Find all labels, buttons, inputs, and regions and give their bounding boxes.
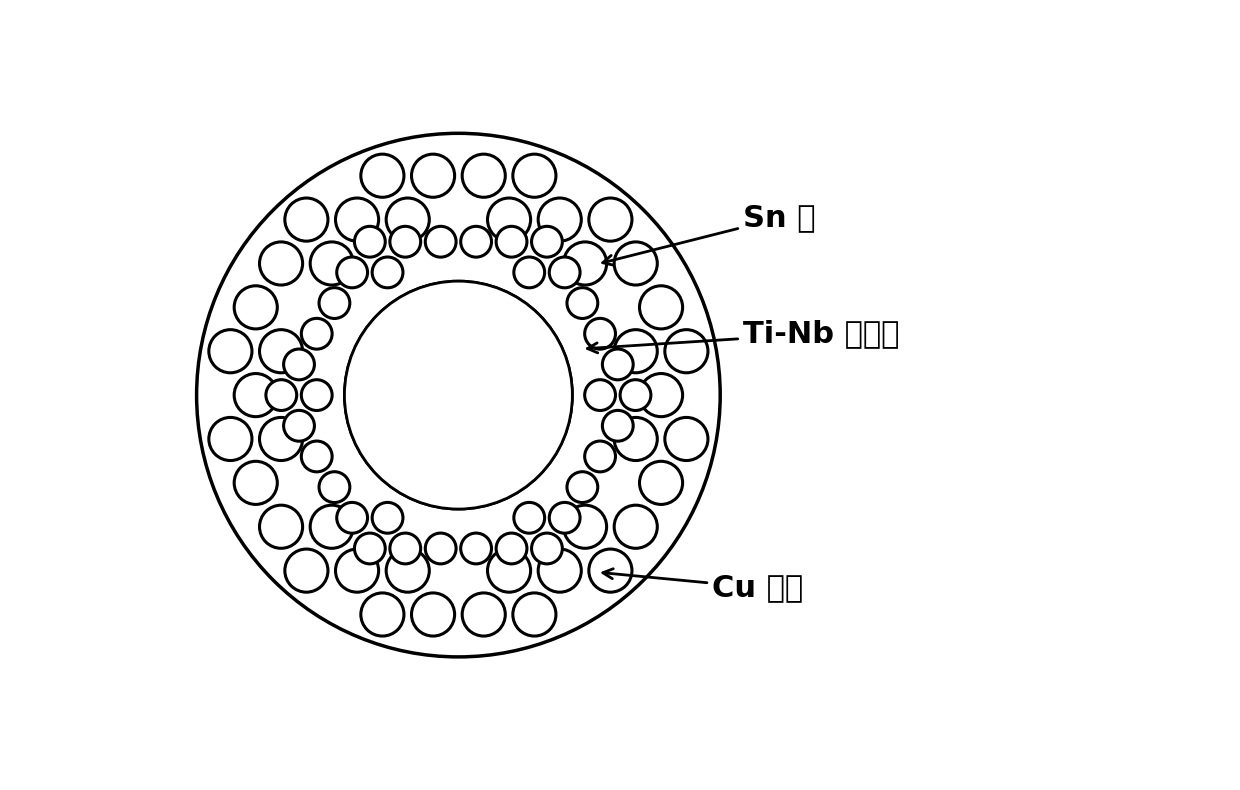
- Circle shape: [640, 374, 683, 416]
- Circle shape: [567, 472, 598, 502]
- Circle shape: [345, 281, 573, 509]
- Circle shape: [585, 441, 615, 472]
- Circle shape: [567, 288, 598, 318]
- Circle shape: [614, 505, 657, 548]
- Circle shape: [234, 374, 278, 416]
- Circle shape: [337, 257, 367, 288]
- Circle shape: [538, 549, 582, 592]
- Circle shape: [361, 154, 404, 198]
- Circle shape: [640, 461, 683, 505]
- Circle shape: [337, 502, 367, 533]
- Circle shape: [319, 472, 350, 502]
- Circle shape: [234, 461, 278, 505]
- Circle shape: [563, 242, 606, 285]
- Text: Cu 基体: Cu 基体: [603, 569, 804, 602]
- Circle shape: [532, 226, 563, 257]
- Circle shape: [487, 549, 531, 592]
- Circle shape: [603, 349, 634, 380]
- Circle shape: [259, 329, 303, 373]
- Circle shape: [496, 226, 527, 257]
- Circle shape: [614, 242, 657, 285]
- Text: Sn 棒: Sn 棒: [603, 204, 816, 265]
- Circle shape: [336, 549, 378, 592]
- Circle shape: [372, 257, 403, 288]
- Circle shape: [361, 593, 404, 636]
- Circle shape: [310, 505, 353, 548]
- Circle shape: [589, 549, 632, 592]
- Circle shape: [549, 502, 580, 533]
- Circle shape: [336, 198, 378, 241]
- Circle shape: [463, 154, 505, 198]
- Circle shape: [463, 593, 505, 636]
- Circle shape: [513, 502, 544, 533]
- Circle shape: [614, 329, 657, 373]
- Circle shape: [319, 288, 350, 318]
- Circle shape: [355, 226, 386, 257]
- Circle shape: [372, 502, 403, 533]
- Circle shape: [412, 154, 455, 198]
- Circle shape: [345, 281, 573, 509]
- Circle shape: [603, 410, 634, 441]
- Circle shape: [259, 242, 303, 285]
- Circle shape: [301, 318, 332, 349]
- Circle shape: [285, 198, 327, 241]
- Circle shape: [614, 417, 657, 461]
- Circle shape: [425, 533, 456, 564]
- Circle shape: [425, 226, 456, 257]
- Circle shape: [513, 154, 556, 198]
- Circle shape: [310, 242, 353, 285]
- Circle shape: [665, 417, 708, 461]
- Circle shape: [259, 505, 303, 548]
- Circle shape: [285, 549, 327, 592]
- Circle shape: [259, 417, 303, 461]
- Circle shape: [532, 533, 563, 564]
- Circle shape: [355, 533, 386, 564]
- Circle shape: [412, 593, 455, 636]
- Circle shape: [301, 380, 332, 411]
- Circle shape: [563, 505, 606, 548]
- Circle shape: [538, 198, 582, 241]
- Circle shape: [620, 380, 651, 411]
- Circle shape: [549, 257, 580, 288]
- Circle shape: [301, 441, 332, 472]
- Circle shape: [389, 533, 420, 564]
- Circle shape: [386, 549, 429, 592]
- Circle shape: [284, 349, 315, 380]
- Circle shape: [513, 257, 544, 288]
- Circle shape: [265, 380, 296, 411]
- Circle shape: [386, 198, 429, 241]
- Circle shape: [496, 533, 527, 564]
- Circle shape: [389, 226, 420, 257]
- Circle shape: [585, 380, 615, 411]
- Circle shape: [284, 410, 315, 441]
- Circle shape: [640, 286, 683, 329]
- Circle shape: [461, 226, 491, 257]
- Circle shape: [208, 417, 252, 461]
- Circle shape: [513, 593, 556, 636]
- Circle shape: [589, 198, 632, 241]
- Circle shape: [665, 329, 708, 373]
- Circle shape: [234, 286, 278, 329]
- Circle shape: [197, 134, 720, 657]
- Circle shape: [208, 329, 252, 373]
- Text: Ti-Nb 复合棒: Ti-Nb 复合棒: [588, 319, 900, 353]
- Circle shape: [585, 318, 615, 349]
- Circle shape: [461, 533, 491, 564]
- Circle shape: [487, 198, 531, 241]
